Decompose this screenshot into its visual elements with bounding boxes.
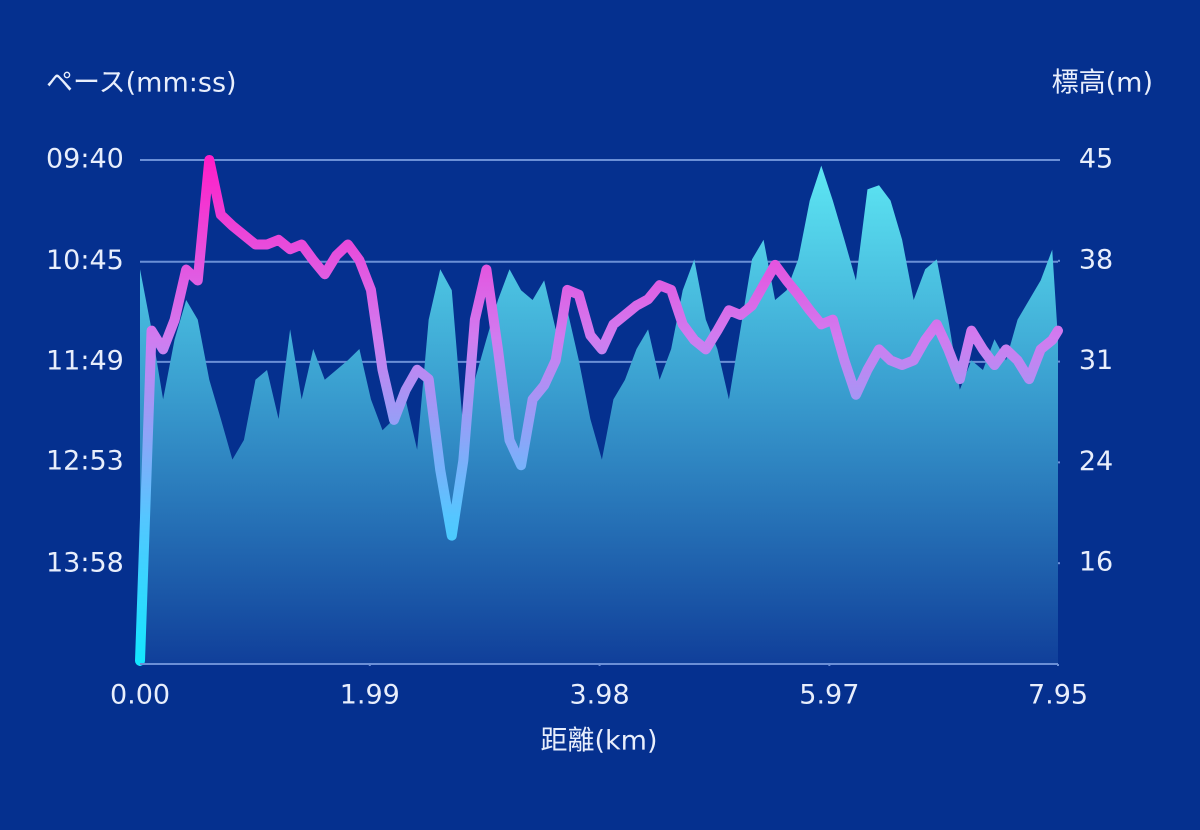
y-axis-label: ペース(mm:ss) — [46, 68, 237, 99]
y2-axis-label: 標高(m) — [1052, 68, 1153, 99]
y2-tick-label: 16 — [1079, 547, 1113, 578]
y2-tick-label: 38 — [1079, 244, 1113, 275]
y2-tick-label: 31 — [1079, 345, 1113, 376]
y-tick-label: 13:58 — [46, 547, 124, 578]
x-axis-label: 距離(km) — [540, 726, 657, 757]
y-tick-label: 12:53 — [46, 446, 124, 477]
y-tick-label: 09:40 — [46, 144, 124, 175]
y-tick-label: 11:49 — [46, 345, 124, 376]
x-tick-label: 1.99 — [340, 680, 400, 711]
x-tick-label: 3.98 — [570, 680, 630, 711]
x-tick-label: 7.95 — [1028, 680, 1088, 711]
pace-line — [135, 155, 1063, 666]
y2-tick-label: 24 — [1079, 446, 1113, 477]
x-tick-label: 5.97 — [799, 680, 859, 711]
elevation-area — [140, 165, 1058, 664]
y2-tick-label: 45 — [1079, 144, 1113, 175]
y-tick-label: 10:45 — [46, 245, 124, 276]
x-tick-label: 0.00 — [110, 680, 170, 711]
